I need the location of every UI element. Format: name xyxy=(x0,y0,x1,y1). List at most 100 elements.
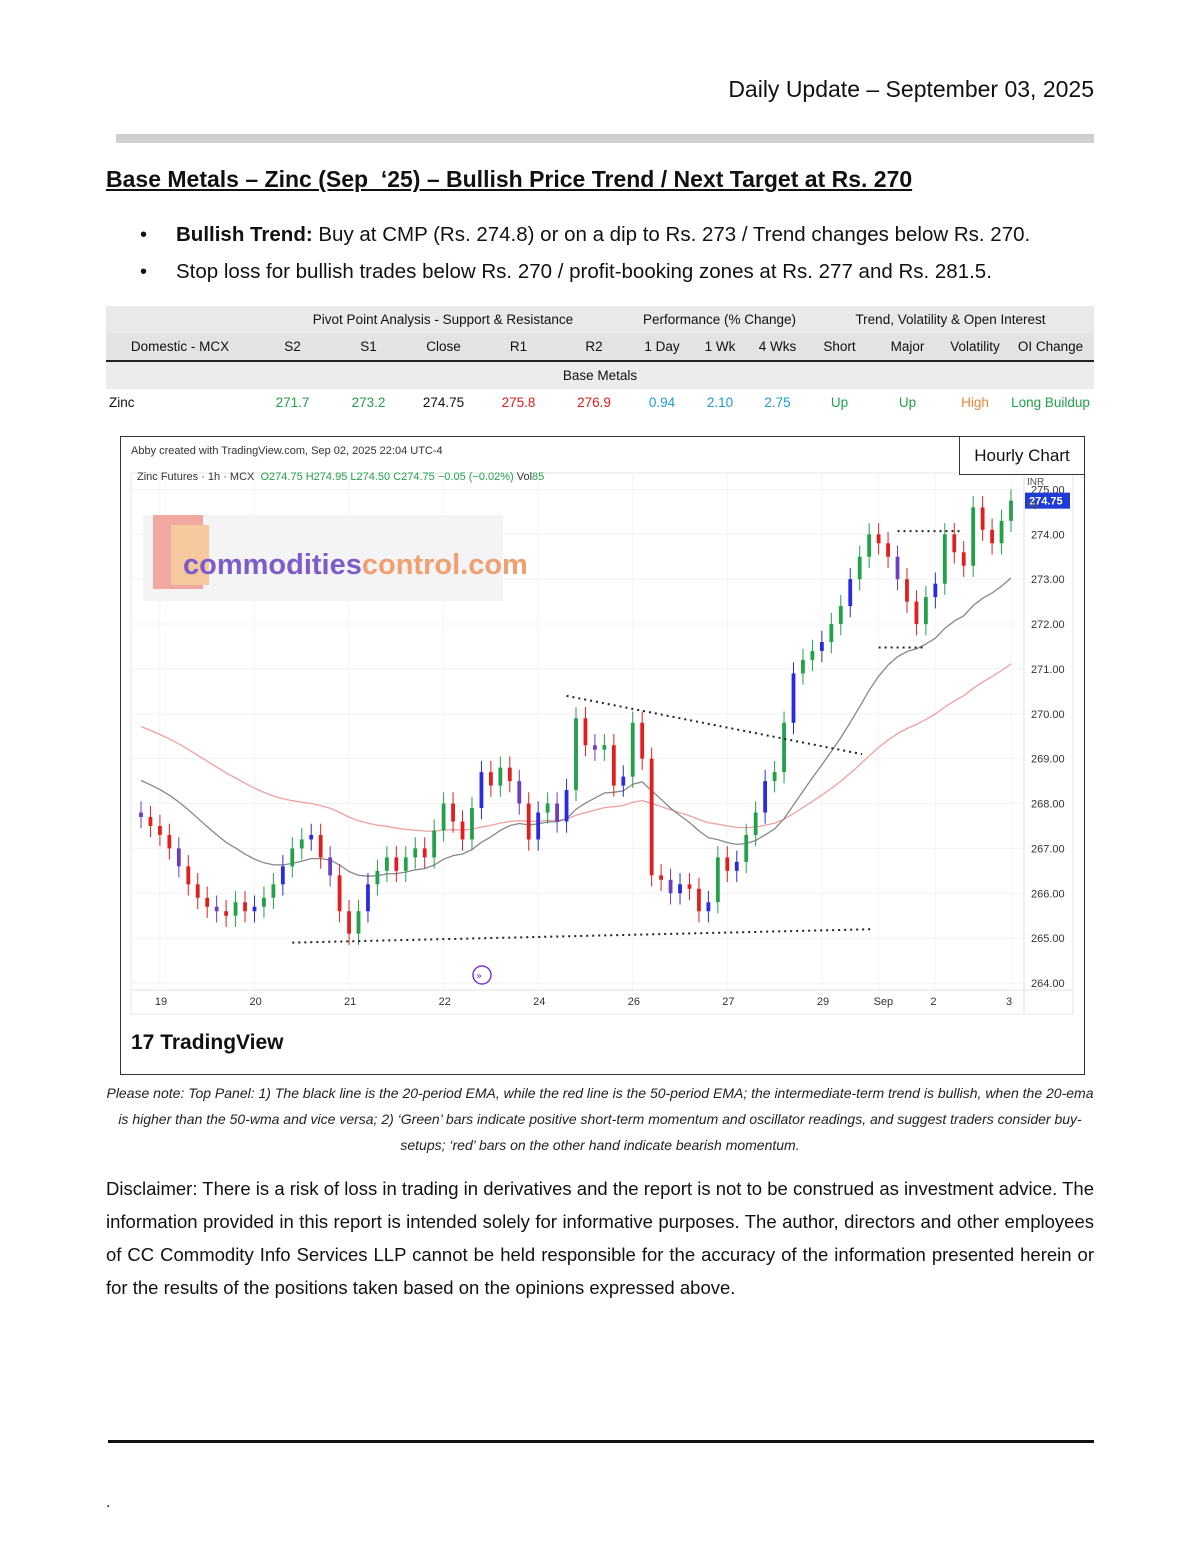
y-tick-label: 272.00 xyxy=(1031,619,1065,631)
bullet-stoploss: Stop loss for bullish trades below Rs. 2… xyxy=(140,257,1030,294)
candle xyxy=(555,803,559,822)
chart-ohlc: O274.75 H274.95 L274.50 C274.75 −0.05 (−… xyxy=(260,471,514,483)
footer-dot: . xyxy=(106,1494,111,1511)
cell-4wks: 2.75 xyxy=(748,389,807,416)
cell-short: Up xyxy=(807,389,872,416)
candle xyxy=(583,718,588,746)
footer-divider xyxy=(108,1440,1094,1443)
chart-credit: Abby created with TradingView.com, Sep 0… xyxy=(131,445,443,457)
candle xyxy=(810,650,815,660)
candle xyxy=(857,556,862,580)
x-tick-label: 22 xyxy=(439,996,451,1008)
candle xyxy=(933,583,938,598)
chart-vol-label: Vol xyxy=(516,471,533,483)
candle xyxy=(384,857,389,871)
bullet-trend-label: Bullish Trend: xyxy=(176,223,313,246)
ema20-line xyxy=(140,577,1012,877)
candle xyxy=(961,552,966,566)
group-pivot: Pivot Point Analysis - Support & Resista… xyxy=(254,306,632,333)
candle xyxy=(678,884,682,894)
bullet-trend: Bullish Trend: Buy at CMP (Rs. 274.8) or… xyxy=(140,220,1030,257)
candle xyxy=(668,879,673,894)
candle xyxy=(801,659,805,674)
candle xyxy=(753,812,758,835)
candle xyxy=(734,861,739,871)
chart-symbol-line: Zinc Futures · 1h · MCX O274.75 H274.95 … xyxy=(137,471,544,483)
candle xyxy=(167,834,172,849)
candle xyxy=(460,821,465,840)
candle xyxy=(347,911,351,934)
pivot-table: Pivot Point Analysis - Support & Resista… xyxy=(106,306,1094,416)
group-performance: Performance (% Change) xyxy=(632,306,807,333)
candle xyxy=(271,884,276,898)
col-header: Domestic - MCX xyxy=(106,333,254,362)
cell-r2: 276.9 xyxy=(556,389,632,416)
watermark-icon-2 xyxy=(171,525,209,585)
candle xyxy=(290,848,295,867)
candle xyxy=(952,534,957,553)
candle xyxy=(791,673,796,723)
col-header: Close xyxy=(406,333,481,362)
y-tick-label: 271.00 xyxy=(1031,664,1065,676)
cell-s1: 273.2 xyxy=(331,389,406,416)
candle xyxy=(394,857,399,871)
event-marker-icon xyxy=(472,965,492,985)
candle xyxy=(848,579,853,607)
cell-r1: 275.8 xyxy=(481,389,556,416)
y-tick-label: 264.00 xyxy=(1031,978,1065,990)
candle xyxy=(498,767,503,786)
candle xyxy=(602,745,607,750)
group-trend: Trend, Volatility & Open Interest xyxy=(807,306,1094,333)
candle xyxy=(318,834,323,858)
candle xyxy=(876,534,881,544)
candle xyxy=(725,857,730,871)
bullet-trend-text: Buy at CMP (Rs. 274.8) or on a dip to Rs… xyxy=(312,223,1031,246)
col-header: 4 Wks xyxy=(748,333,807,362)
candle xyxy=(593,745,597,750)
cell-oi-change: Long Buildup xyxy=(1007,389,1094,416)
x-tick-label: 24 xyxy=(533,996,545,1008)
candle xyxy=(186,866,191,885)
event-marker-arrow: » xyxy=(476,971,482,982)
col-header: Short xyxy=(807,333,872,362)
candle xyxy=(715,857,720,903)
candle xyxy=(914,601,919,625)
x-tick-label: 26 xyxy=(628,996,640,1008)
support-trendline xyxy=(292,928,874,944)
x-tick-label: 20 xyxy=(249,996,261,1008)
report-date: Daily Update – September 03, 2025 xyxy=(728,76,1094,102)
x-tick-label: 27 xyxy=(722,996,734,1008)
x-tick-label: 19 xyxy=(155,996,167,1008)
watermark-text-a: commodities xyxy=(183,549,362,581)
col-header: 1 Wk xyxy=(692,333,748,362)
chart-vol: 85 xyxy=(532,471,545,483)
col-header: S2 xyxy=(254,333,331,362)
candle xyxy=(139,812,143,817)
candle xyxy=(441,803,446,831)
candle xyxy=(640,722,645,759)
recommendation-list: Bullish Trend: Buy at CMP (Rs. 274.8) or… xyxy=(140,220,1030,294)
disclaimer: Disclaimer: There is a risk of loss in t… xyxy=(106,1178,1094,1298)
x-tick-label: 29 xyxy=(817,996,829,1008)
col-header: R2 xyxy=(556,333,632,362)
candle xyxy=(895,556,900,580)
candle xyxy=(337,875,342,912)
candle xyxy=(375,870,380,885)
candle xyxy=(999,520,1004,544)
candle xyxy=(697,888,701,912)
candle xyxy=(526,803,531,840)
candle xyxy=(280,866,285,885)
candle xyxy=(309,834,314,840)
x-tick-label: Sep xyxy=(874,996,894,1008)
candle xyxy=(545,803,550,813)
cell-close: 274.75 xyxy=(406,389,481,416)
report-title: Base Metals – Zinc (Sep ‘25) – Bullish P… xyxy=(106,166,913,192)
x-tick-label: 21 xyxy=(344,996,356,1008)
candle xyxy=(630,722,635,777)
candle xyxy=(176,848,181,867)
candle xyxy=(829,624,834,642)
hourly-chart-label: Hourly Chart xyxy=(959,436,1085,475)
chart-note: Please note: Top Panel: 1) The black lin… xyxy=(106,1085,1094,1153)
watermark-logo: commoditiescontrol.com xyxy=(143,515,528,601)
candle xyxy=(233,902,238,916)
